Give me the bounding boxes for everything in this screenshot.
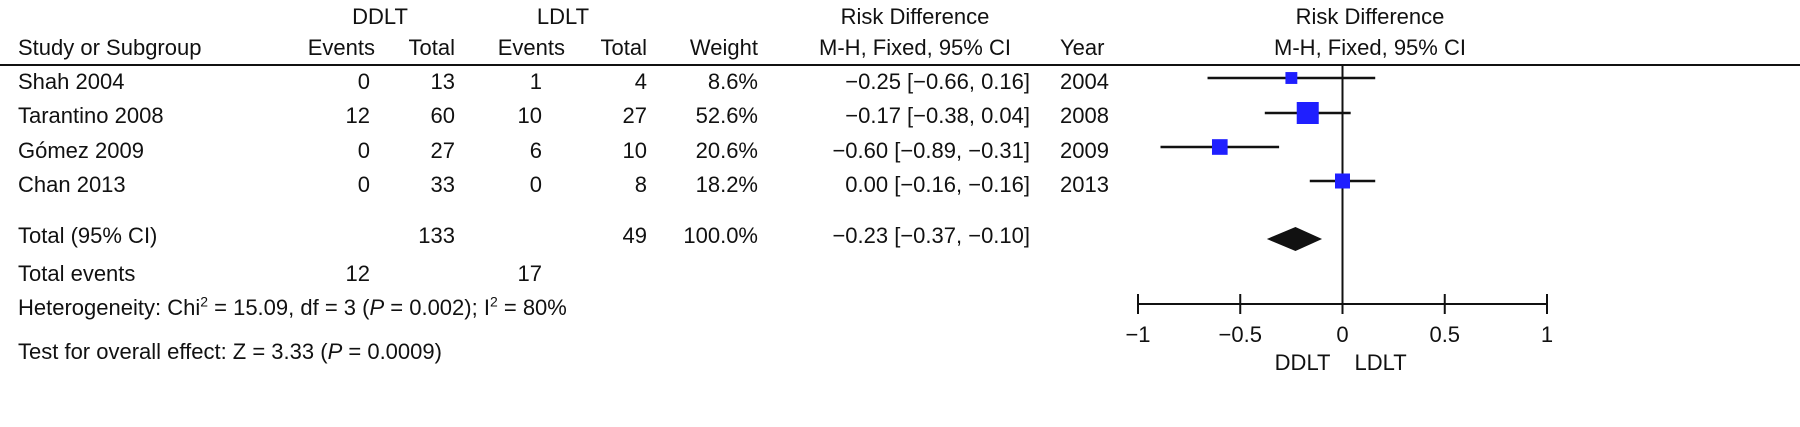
group2-header: LDLT xyxy=(536,4,590,29)
total2-value: 4 xyxy=(634,69,647,94)
effect-title: Risk Difference xyxy=(840,4,990,29)
year-value: 2013 xyxy=(1060,172,1109,197)
events2-value: 0 xyxy=(529,172,542,197)
weight-value: 18.2% xyxy=(695,172,758,197)
events-label: Total events xyxy=(18,261,136,286)
year-value: 2004 xyxy=(1060,69,1109,94)
heterogeneity-text: Heterogeneity: Chi2 = 15.09, df = 3 (P =… xyxy=(18,293,567,320)
total2-value: 8 xyxy=(634,172,647,197)
overall-effect-text: Test for overall effect: Z = 3.33 (P = 0… xyxy=(18,339,442,364)
total-weight: 100.0% xyxy=(683,223,758,248)
ci-value: −0.17 [−0.38, 0.04] xyxy=(845,103,1030,128)
x-label-left: DDLT xyxy=(1275,350,1331,375)
col-events2-header: Events xyxy=(497,35,565,60)
col-year-header: Year xyxy=(1060,35,1105,60)
ci-value: 0.00 [−0.16, −0.16] xyxy=(845,172,1030,197)
x-tick-label: 0.5 xyxy=(1429,322,1460,347)
x-label-right: LDLT xyxy=(1355,350,1407,375)
weight-value: 20.6% xyxy=(695,138,758,163)
study-marker xyxy=(1335,173,1350,189)
weight-value: 8.6% xyxy=(707,69,758,94)
events1-total: 12 xyxy=(345,261,370,286)
events1-value: 0 xyxy=(357,138,370,163)
ci-value: −0.60 [−0.89, −0.31] xyxy=(832,138,1030,163)
total1-sum: 133 xyxy=(418,223,455,248)
pooled-diamond xyxy=(1266,227,1323,251)
col-weight-header: Weight xyxy=(689,35,758,60)
plot-title: Risk Difference xyxy=(1295,4,1445,29)
total1-value: 60 xyxy=(430,103,455,128)
col-total2-header: Total xyxy=(600,35,647,60)
col-total1-header: Total xyxy=(408,35,455,60)
study-name: Gómez 2009 xyxy=(18,138,144,163)
x-tick-label: −1 xyxy=(1125,322,1150,347)
events2-value: 6 xyxy=(529,138,542,163)
pooled-ci: −0.23 [−0.37, −0.10] xyxy=(832,223,1030,248)
study-name: Tarantino 2008 xyxy=(18,103,164,128)
study-marker xyxy=(1211,139,1228,155)
study-name: Chan 2013 xyxy=(18,172,126,197)
total1-value: 27 xyxy=(430,138,455,163)
x-tick-label: −0.5 xyxy=(1219,322,1262,347)
x-tick-label: 1 xyxy=(1541,322,1553,347)
plot-method-header: M-H, Fixed, 95% CI xyxy=(1274,35,1466,60)
col-study-header: Study or Subgroup xyxy=(18,35,202,60)
events2-value: 1 xyxy=(529,69,542,94)
ci-value: −0.25 [−0.66, 0.16] xyxy=(845,69,1030,94)
total2-value: 10 xyxy=(622,138,647,163)
header-rule xyxy=(0,64,1800,66)
group1-header: DDLT xyxy=(352,4,408,29)
weight-value: 52.6% xyxy=(695,103,758,128)
total2-value: 27 xyxy=(622,103,647,128)
events1-value: 0 xyxy=(357,69,370,94)
col-events1-header: Events xyxy=(307,35,375,60)
year-value: 2009 xyxy=(1060,138,1109,163)
events1-value: 12 xyxy=(345,103,370,128)
events2-value: 10 xyxy=(517,103,542,128)
year-value: 2008 xyxy=(1060,103,1109,128)
total1-value: 33 xyxy=(430,172,455,197)
total-label: Total (95% CI) xyxy=(18,223,158,248)
col-method-header: M-H, Fixed, 95% CI xyxy=(819,35,1011,60)
x-tick-label: 0 xyxy=(1336,322,1348,347)
study-name: Shah 2004 xyxy=(18,69,125,94)
events2-total: 17 xyxy=(517,261,542,286)
total2-sum: 49 xyxy=(622,223,647,248)
study-marker xyxy=(1296,102,1319,124)
events1-value: 0 xyxy=(357,172,370,197)
study-marker xyxy=(1285,72,1298,84)
total1-value: 13 xyxy=(430,69,455,94)
